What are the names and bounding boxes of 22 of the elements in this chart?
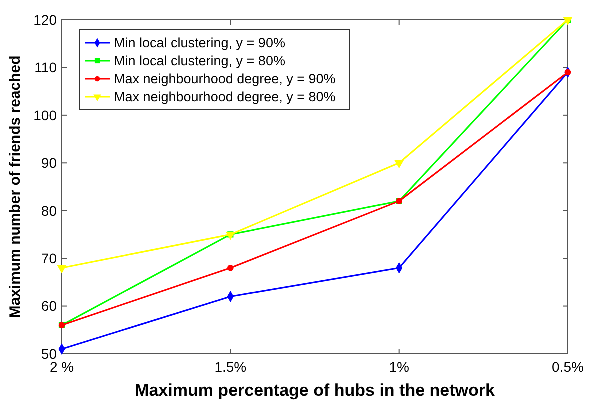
point: [228, 264, 234, 272]
point: [394, 160, 404, 168]
y-tick-label: 60: [41, 298, 58, 314]
x-tick-label: 2 %: [50, 359, 74, 375]
y-tick-label: 120: [34, 12, 58, 28]
legend-label: Min local clustering, y = 90%: [114, 36, 286, 51]
legend-label: Max neighbourhood degree, y = 90%: [114, 72, 336, 87]
x-tick-label: 1.5%: [214, 359, 247, 375]
point: [564, 69, 572, 76]
y-axis-title: Maximum number of friends reached: [7, 56, 24, 318]
legend-label: Min local clustering, y = 80%: [114, 54, 286, 69]
x-axis-title: Maximum percentage of hubs in the network: [135, 381, 496, 400]
y-tick-label: 50: [41, 346, 58, 362]
point: [58, 265, 66, 274]
x-tick-label: 1%: [389, 359, 410, 375]
x-tick-label: 0.5%: [552, 359, 584, 375]
y-tick-label: 100: [34, 107, 58, 124]
y-tick-label: 70: [41, 250, 58, 266]
y-tick-label: 110: [34, 60, 58, 76]
y-tick-label: 90: [41, 155, 58, 172]
legend-label: Max neighbourhood degree, y = 80%: [114, 90, 336, 105]
y-tick-label: 80: [41, 202, 58, 219]
